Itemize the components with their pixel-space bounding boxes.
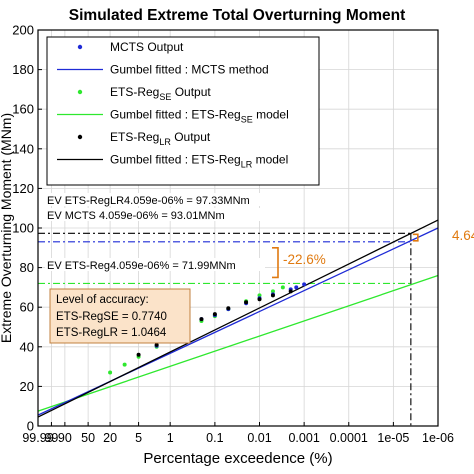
legend-label: Gumbel fitted : MCTS method [110,63,269,77]
y-axis-ticks: 0 20 40 60 80 100 120 140 160 180 200 [12,23,42,434]
x-tick-label: 0.001 [288,431,319,445]
x-tick-label: 1 [167,431,174,445]
series-line [37,274,439,412]
series-point [257,293,262,298]
y-tick-label: 200 [12,23,34,38]
x-tick-label: 20 [103,431,117,445]
annotation-ev-mcts: EV MCTS 4.059e-06% = 93.01MNm [45,208,270,222]
legend-label-part: Output [171,85,211,99]
y-tick-label: 100 [12,221,34,236]
accuracy-se: ETS-RegSE = 0.7740 [56,311,167,323]
reference-lines [38,232,412,426]
legend-label: Gumbel fitted : ETS-RegLR model [110,153,288,170]
annotation-ev-se: EV ETS-Reg4.059e-06% = 71.99MNm [45,258,265,272]
pct-diff-bracket-shape [272,247,279,279]
x-tick-label: 0.0001 [330,431,368,445]
legend-label-part: Output [171,130,211,144]
legend-label-part: ETS-Reg [110,85,159,99]
legend-label-subscript: LR [241,160,253,170]
accuracy-lr: ETS-RegLR = 1.0464 [56,327,167,339]
legend-marker [77,44,83,50]
legend-marker [77,89,83,95]
legend-label: ETS-RegLR Output [110,130,211,147]
y-tick-label: 20 [20,379,34,394]
pct-pos-marker: 4.64% [412,228,474,243]
series-point [212,312,217,317]
series-point [226,306,231,311]
legend-label-subscript: LR [159,137,171,147]
series-point [122,362,127,367]
series-point [302,282,307,287]
series-point [108,370,113,375]
legend-label-part: Gumbel fitted : ETS-Reg [110,108,241,122]
accuracy-box: Level of accuracy: ETS-RegSE = 0.7740 ET… [49,288,191,344]
legend-entries: MCTS Output Gumbel fitted : MCTS method ET… [57,40,289,170]
pct-diff-bracket: -22.6% [272,247,326,279]
legend-label-part: ETS-Reg [110,130,159,144]
y-tick-label: 0 [27,419,34,434]
x-tick-label: 5 [135,431,142,445]
series-point [270,293,275,298]
ev-lr-text: EV ETS-RegLR4.059e-06% = 97.33MNm [47,195,250,207]
legend-box [46,36,320,186]
series-point [294,285,299,290]
legend-label: ETS-RegSE Output [110,85,211,102]
series-point [136,352,141,357]
legend-marker [77,134,83,140]
series-point [288,289,293,294]
x-tick-label: 0.01 [247,431,271,445]
series-point [244,300,249,305]
x-tick-label: 1e-05 [377,431,409,445]
legend-label: Gumbel fitted : ETS-RegSE model [110,108,289,125]
pct-diff-label: -22.6% [283,252,326,267]
x-tick-label: 90 [58,431,72,445]
y-tick-label: 80 [20,260,34,275]
x-tick-label: 50 [81,431,95,445]
series-point [257,297,262,302]
legend-label-part: model [252,153,288,167]
y-tick-label: 120 [12,181,34,196]
pct-pos-label: 4.64% [452,228,474,243]
x-tick-label: 99 [44,431,58,445]
x-axis-label: Percentage exceedence (%) [143,450,332,467]
series-point [154,342,159,347]
x-tick-label: 1e-06 [422,431,454,445]
pct-pos-bracket-shape [412,233,419,242]
series-line [37,219,439,418]
y-tick-label: 180 [12,62,34,77]
accuracy-title: Level of accuracy: [56,294,149,306]
y-tick-label: 140 [12,141,34,156]
x-tick-label: 99.99 [22,431,53,445]
accuracy-box-background [49,288,191,344]
series-point [199,317,204,322]
y-tick-label: 40 [20,339,34,354]
legend-label-part: Gumbel fitted : ETS-Reg [110,153,241,167]
series-point [270,289,275,294]
legend-label-subscript: SE [241,115,253,125]
legend-label-subscript: SE [159,92,171,102]
ev-se-text: EV ETS-Reg4.059e-06% = 71.99MNm [47,260,236,272]
series-point [280,285,285,290]
legend: MCTS Output Gumbel fitted : MCTS method ET… [46,36,320,186]
y-tick-label: 60 [20,300,34,315]
chart-title: Simulated Extreme Total Overturning Mome… [69,7,405,24]
y-axis-label: Extreme Overturning Moment (MNm) [0,113,14,343]
y-tick-label: 160 [12,102,34,117]
ev-mcts-text: EV MCTS 4.059e-06% = 93.01MNm [47,210,225,222]
x-tick-label: 0.1 [206,431,223,445]
legend-label: MCTS Output [110,40,184,54]
legend-label-part: model [253,108,289,122]
annotation-ev-lr: EV ETS-RegLR4.059e-06% = 97.33MNm [45,193,270,207]
